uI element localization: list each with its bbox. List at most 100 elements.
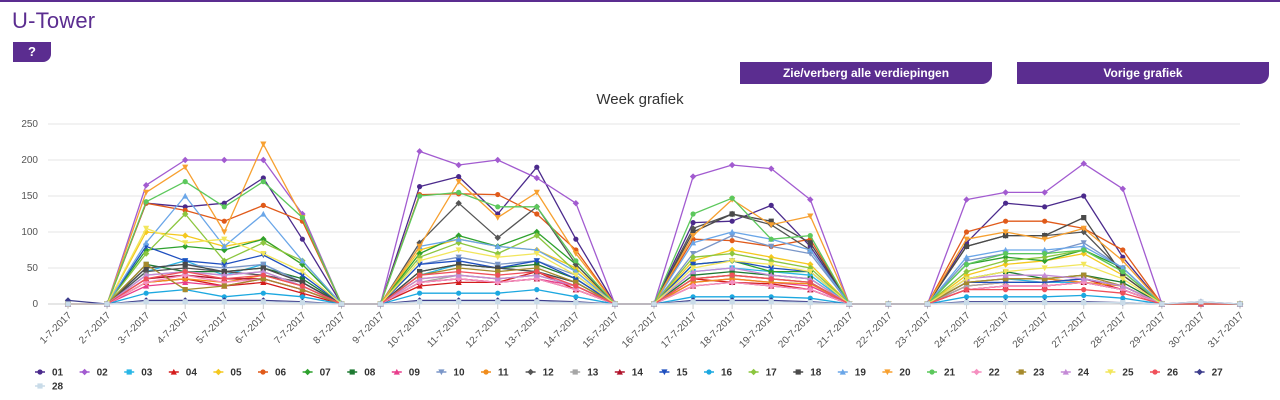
data-point [143, 261, 149, 267]
data-point [182, 258, 189, 264]
legend-item-02[interactable]: 02 [79, 368, 109, 379]
data-point [221, 236, 228, 243]
legend-item-26[interactable]: 26 [1150, 368, 1179, 379]
help-button[interactable]: ? [13, 42, 51, 62]
x-tick-label: 22-7-2017 [855, 310, 895, 350]
legend-item-07[interactable]: 07 [302, 368, 332, 379]
legend-item-21[interactable]: 21 [927, 368, 956, 379]
data-point [495, 290, 501, 296]
data-point [1003, 294, 1009, 300]
legend-marker [1107, 369, 1114, 376]
data-point [377, 301, 384, 307]
legend-item-27[interactable]: 27 [1194, 368, 1224, 379]
legend-item-20[interactable]: 20 [882, 368, 911, 379]
data-point [651, 301, 657, 307]
data-point [1237, 301, 1243, 307]
data-point [495, 272, 501, 278]
y-axis: 0 50 100 150 200 250 [21, 119, 38, 310]
legend-item-11[interactable]: 11 [481, 368, 509, 379]
legend-item-23[interactable]: 23 [1016, 368, 1045, 379]
data-point [963, 299, 970, 306]
data-point [1042, 204, 1048, 210]
legend-item-05[interactable]: 05 [213, 368, 242, 379]
data-point [729, 211, 735, 217]
data-point [573, 294, 579, 300]
series-line-24 [68, 267, 1240, 305]
data-point [728, 250, 736, 257]
data-point [260, 236, 267, 243]
toggle-floors-button[interactable]: Zie/verberg alle verdiepingen [740, 62, 992, 84]
data-point [1003, 299, 1009, 306]
legend-label: 01 [52, 368, 64, 379]
previous-chart-button[interactable]: Vorige grafiek [1017, 62, 1269, 84]
data-point [260, 210, 267, 217]
data-point [456, 299, 462, 305]
data-point [1003, 200, 1009, 206]
data-point [182, 192, 189, 199]
legend-item-22[interactable]: 22 [971, 368, 1001, 379]
legend-item-15[interactable]: 15 [659, 368, 688, 379]
x-tick-label: 1-7-2017 [38, 310, 74, 346]
x-tick-label: 31-7-2017 [1206, 310, 1246, 350]
data-point [143, 189, 150, 196]
data-point [534, 299, 540, 305]
x-tick-label: 18-7-2017 [698, 310, 738, 350]
data-point [143, 265, 149, 271]
data-point [299, 279, 305, 285]
data-point [689, 268, 697, 275]
top-accent-line [0, 0, 1280, 2]
legend-item-03[interactable]: 03 [124, 368, 153, 379]
legend-item-09[interactable]: 09 [391, 368, 421, 379]
legend-label: 08 [364, 368, 376, 379]
data-point [260, 272, 266, 278]
data-point [1002, 269, 1009, 275]
legend-label: 11 [498, 368, 509, 379]
data-point [963, 276, 970, 282]
data-point [494, 275, 501, 282]
data-point [1119, 282, 1126, 289]
data-point [1080, 240, 1087, 246]
legend-item-08[interactable]: 08 [347, 368, 376, 379]
series-18 [65, 211, 1243, 307]
legend-item-17[interactable]: 17 [748, 368, 778, 379]
data-point [534, 164, 540, 170]
legend-label: 15 [676, 368, 688, 379]
data-point [143, 282, 150, 289]
data-point [456, 261, 462, 267]
data-point [182, 164, 189, 171]
data-point [221, 200, 227, 206]
data-point [1003, 276, 1009, 282]
data-point [221, 276, 227, 282]
data-point [729, 195, 735, 201]
legend-item-28[interactable]: 28 [35, 382, 64, 393]
data-point [807, 213, 814, 220]
data-point [416, 275, 423, 282]
legend-label: 05 [230, 368, 242, 379]
legend-item-16[interactable]: 16 [704, 368, 733, 379]
data-point [689, 261, 697, 268]
legend-item-10[interactable]: 10 [436, 368, 465, 379]
legend-item-13[interactable]: 13 [570, 368, 599, 379]
legend-item-06[interactable]: 06 [258, 368, 287, 379]
data-point [729, 218, 735, 224]
legend-item-12[interactable]: 12 [525, 368, 555, 379]
legend-item-01[interactable]: 01 [35, 368, 64, 379]
data-point [495, 299, 501, 305]
legend-item-18[interactable]: 18 [793, 368, 822, 379]
data-point [299, 287, 305, 293]
data-point [729, 238, 735, 244]
legend-item-24[interactable]: 24 [1060, 368, 1090, 379]
legend-item-14[interactable]: 14 [614, 368, 644, 379]
legend-item-04[interactable]: 04 [168, 368, 198, 379]
x-tick-label: 15-7-2017 [581, 310, 621, 350]
legend-label: 24 [1078, 368, 1090, 379]
legend-item-25[interactable]: 25 [1105, 368, 1134, 379]
data-point [963, 283, 970, 289]
legend-item-19[interactable]: 19 [837, 368, 867, 379]
legend-label: 20 [899, 368, 911, 379]
legend-marker [706, 369, 712, 375]
data-point [1002, 261, 1009, 268]
data-point [143, 276, 149, 282]
data-point [689, 282, 697, 290]
data-point [729, 264, 736, 271]
